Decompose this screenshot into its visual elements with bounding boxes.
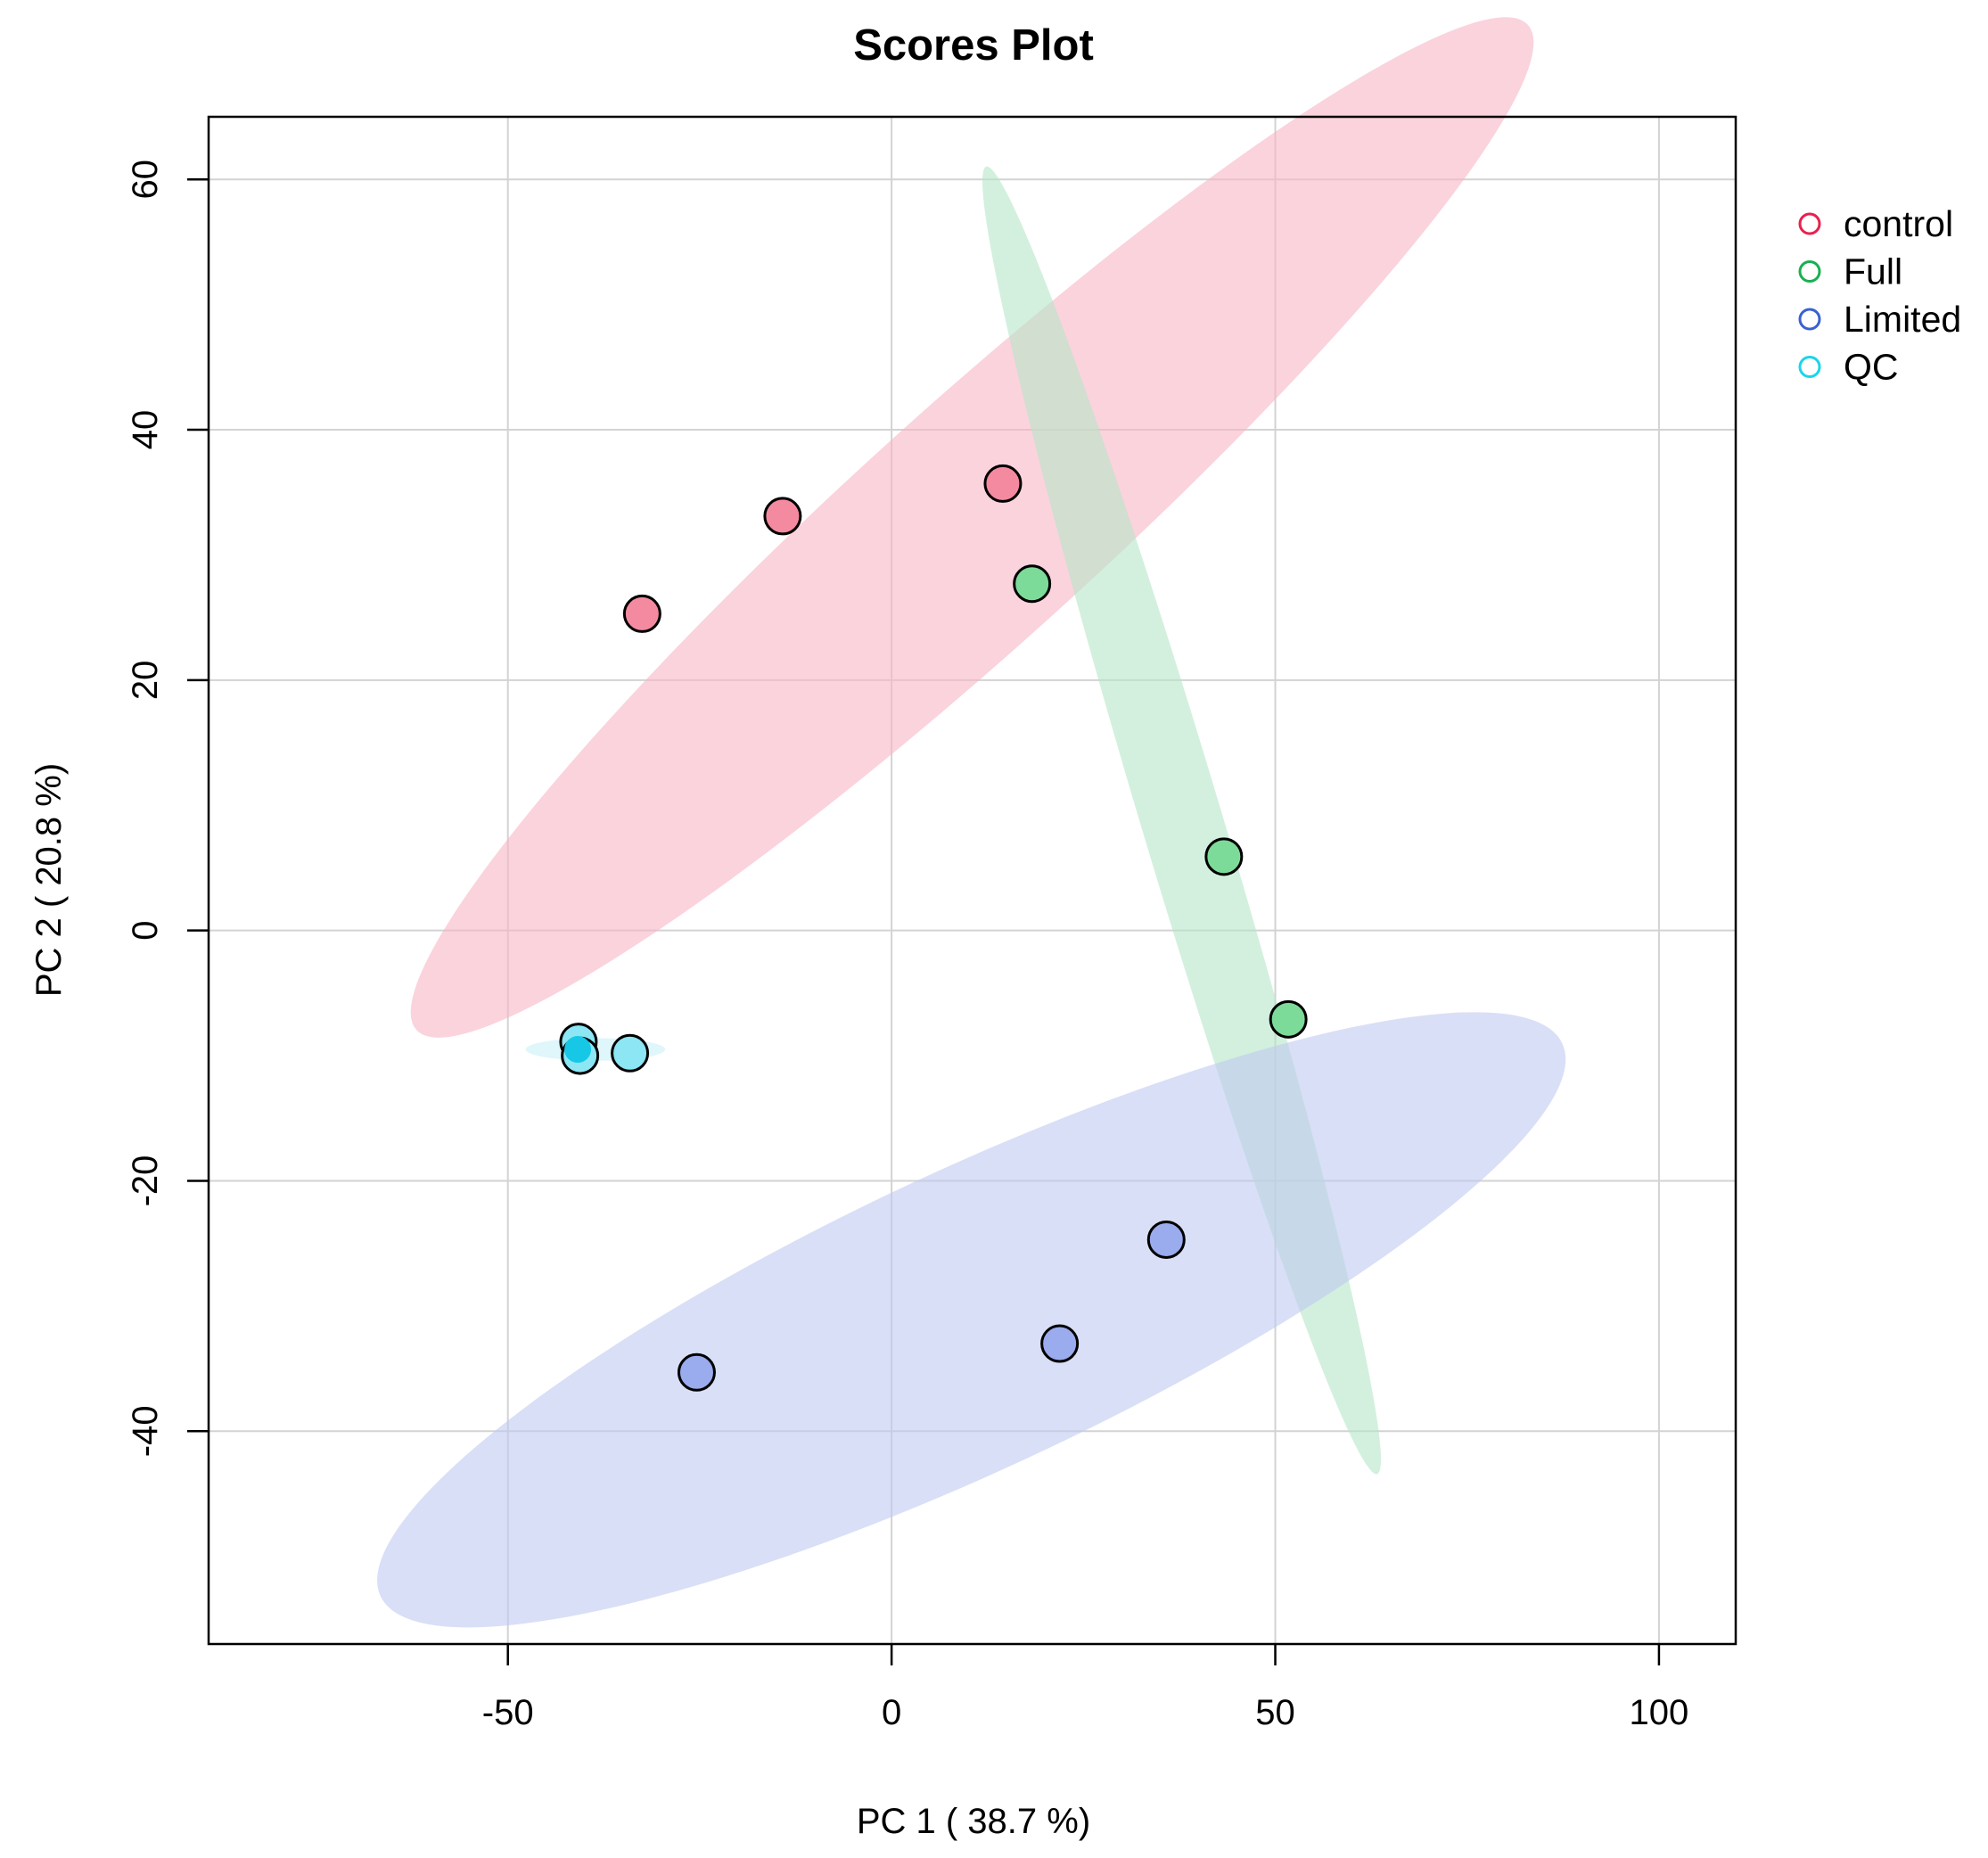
point-limited xyxy=(1040,1324,1080,1363)
y-tick-label: -20 xyxy=(126,1155,165,1207)
legend-marker-control xyxy=(1798,212,1821,235)
point-control xyxy=(983,464,1023,503)
y-tick-label: 20 xyxy=(126,661,165,701)
point-control xyxy=(622,594,661,633)
legend-label-qc: QC xyxy=(1844,347,1899,388)
legend-label-full: Full xyxy=(1844,251,1902,292)
y-tick-label: -40 xyxy=(126,1405,165,1457)
x-tick-label: -50 xyxy=(482,1693,534,1732)
x-tick-label: 50 xyxy=(1255,1693,1295,1732)
point-full xyxy=(1204,837,1244,876)
x-tick-label: 100 xyxy=(1630,1693,1689,1732)
ellipse-control xyxy=(410,17,1534,1038)
confidence-ellipses xyxy=(377,17,1566,1628)
point-full xyxy=(1269,999,1308,1039)
ellipse-limited xyxy=(377,1012,1566,1628)
point-limited xyxy=(1146,1220,1186,1259)
x-axis: -50 0 50 100 xyxy=(482,1644,1688,1732)
legend: control Full Limited QC xyxy=(1798,203,1961,388)
y-axis-label: PC 2 ( 20.8 %) xyxy=(29,763,69,997)
legend-label-limited: Limited xyxy=(1844,299,1961,340)
legend-label-control: control xyxy=(1844,203,1953,244)
y-tick-label: 40 xyxy=(126,410,165,450)
point-qc xyxy=(611,1033,650,1073)
y-tick-label: 60 xyxy=(126,160,165,200)
chart-title: Scores Plot xyxy=(853,21,1094,70)
x-axis-label: PC 1 ( 38.7 %) xyxy=(857,1802,1090,1841)
point-control xyxy=(763,497,802,536)
legend-marker-limited xyxy=(1798,308,1821,331)
data-points xyxy=(559,464,1308,1392)
point-qc xyxy=(564,1036,592,1064)
legend-marker-full xyxy=(1798,260,1821,283)
legend-marker-qc xyxy=(1798,356,1821,378)
point-full xyxy=(1013,564,1052,604)
y-tick-label: 0 xyxy=(126,921,165,941)
y-axis: -40 -20 0 20 40 60 xyxy=(126,160,209,1457)
plot-frame xyxy=(207,115,1737,1646)
point-limited xyxy=(677,1352,716,1392)
x-tick-label: 0 xyxy=(882,1693,901,1732)
